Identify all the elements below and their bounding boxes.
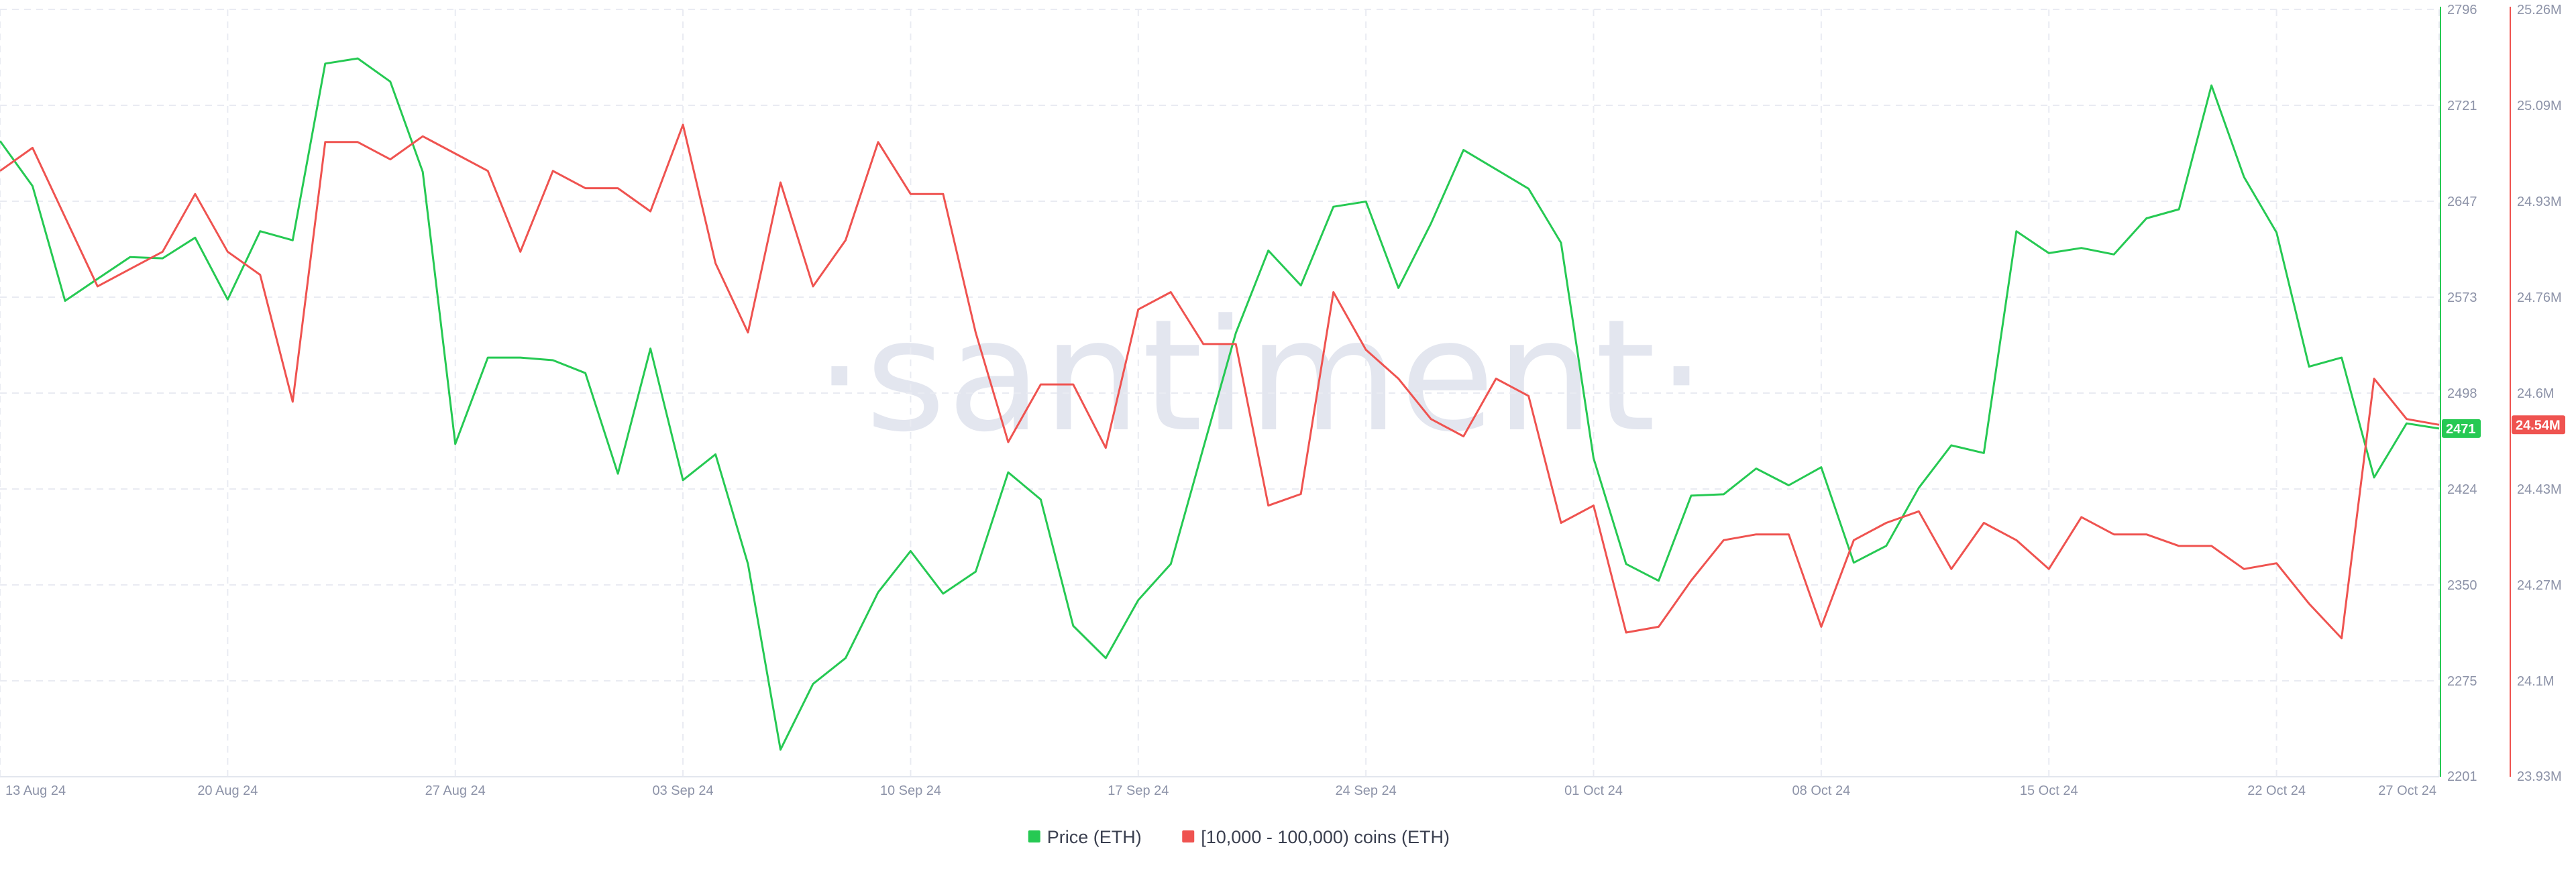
- last-value-badges: 2471 24.54M: [2442, 415, 2565, 438]
- x-tick-label: 01 Oct 24: [1564, 783, 1623, 798]
- axes: 2201 2275 2350 2424 2498 2573 2647 2721 2796 23.9…: [0, 3, 2562, 798]
- y-left-tick-label: 2350: [2447, 578, 2477, 593]
- legend-price-swatch: [1028, 830, 1040, 842]
- x-tick-label: 08 Oct 24: [1792, 783, 1851, 798]
- y-left-tick-label: 2498: [2447, 386, 2477, 401]
- x-tick-label: 22 Oct 24: [2247, 783, 2306, 798]
- x-tick-label: 13 Aug 24: [5, 783, 66, 798]
- y-left-tick-label: 2721: [2447, 99, 2477, 113]
- y-left-tick-label: 2424: [2447, 482, 2477, 497]
- y-right-tick-label: 24.6M: [2517, 386, 2555, 401]
- x-tick-label: 17 Sep 24: [1108, 783, 1169, 798]
- legend-holders-label: [10,000 - 100,000) coins (ETH): [1201, 827, 1450, 847]
- y-right-tick-label: 24.93M: [2517, 195, 2562, 209]
- y-right-tick-label: 24.76M: [2517, 290, 2562, 305]
- x-tick-label: 27 Oct 24: [2378, 783, 2436, 798]
- legend-price-label: Price (ETH): [1047, 827, 1142, 847]
- y-right-tick-label: 23.93M: [2517, 769, 2562, 784]
- y-right-tick-label: 24.43M: [2517, 482, 2562, 497]
- y-left-tick-label: 2573: [2447, 290, 2477, 305]
- holders-last-value-badge: [2512, 415, 2565, 435]
- x-tick-label: 20 Aug 24: [197, 783, 258, 798]
- last-value-badge-label: 24.54M: [2516, 418, 2561, 433]
- last-value-badge-label: 2471: [2446, 422, 2476, 437]
- y-left-tick-label: 2275: [2447, 674, 2477, 689]
- y-left-tick-label: 2796: [2447, 3, 2477, 17]
- y-left-tick-label: 2647: [2447, 195, 2477, 209]
- x-tick-label: 24 Sep 24: [1336, 783, 1397, 798]
- legend-holders-swatch: [1182, 830, 1195, 842]
- y-right-tick-label: 24.27M: [2517, 578, 2562, 593]
- x-tick-label: 10 Sep 24: [880, 783, 941, 798]
- grid: [0, 9, 2440, 777]
- x-tick-label: 03 Sep 24: [652, 783, 713, 798]
- x-tick-label: 15 Oct 24: [2020, 783, 2078, 798]
- y-right-tick-label: 25.09M: [2517, 99, 2562, 113]
- series-lines: [0, 57, 2440, 751]
- legend: Price (ETH) [10,000 - 100,000) coins (ETH…: [1028, 827, 1450, 847]
- price-last-value-badge: [2442, 419, 2481, 438]
- holders-10k-100k-line: [0, 123, 2440, 640]
- x-tick-label: 27 Aug 24: [425, 783, 486, 798]
- y-right-tick-label: 25.26M: [2517, 3, 2562, 17]
- santiment-watermark: ·santiment·: [815, 287, 1707, 466]
- y-left-tick-label: 2201: [2447, 769, 2477, 784]
- y-right-tick-label: 24.1M: [2517, 674, 2555, 689]
- price-eth-line: [0, 57, 2440, 751]
